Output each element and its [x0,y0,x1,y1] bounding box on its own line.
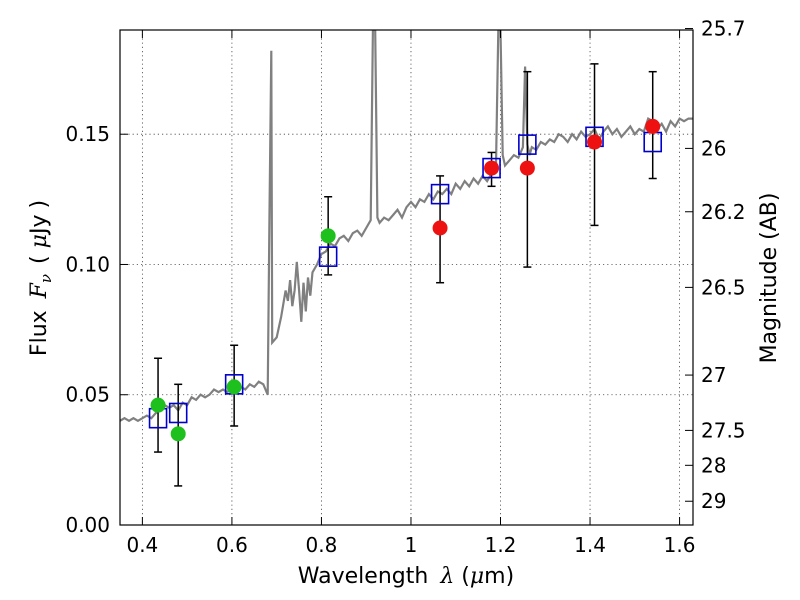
y-tick-label: 0.00 [65,513,110,537]
nir-photometry-point [432,220,448,236]
x-tick-label: 1.2 [485,533,517,557]
nir-photometry-point [645,118,661,134]
y2-axis-label: Magnitude (AB) [757,193,782,364]
x-tick-label: 0.4 [126,533,158,557]
x-axis-label: Wavelength λ (μm) [298,564,514,589]
sed-model-line [120,30,693,423]
model-photometry-square [482,157,501,179]
y-tick-label: 0.15 [65,122,110,146]
x-tick-label: 1.4 [574,533,606,557]
observed-photometry-layer [150,118,661,442]
mag-tick-label: 25.7 [701,17,746,41]
model-photometry-square [430,183,450,205]
nir-photometry-point [484,160,500,176]
mag-tick-label: 26.5 [701,275,746,299]
model-photometry-layer [148,126,663,429]
x-tick-label: 1.6 [664,533,696,557]
optical-photometry-point [170,426,186,442]
plot-frame [119,29,694,526]
y-tick-label: 0.10 [65,252,110,276]
sed-model-layer [120,30,693,423]
error-bars-layer [154,63,657,487]
model-photometry-square [168,402,188,424]
model-photometry-square [318,246,338,267]
mag-tick-label: 29 [701,489,726,513]
x-tick-label: 0.6 [216,533,248,557]
nir-photometry-point [519,160,535,176]
optical-photometry-point [320,228,336,244]
mag-tick-label: 26 [701,136,726,160]
optical-photometry-point [226,379,242,395]
mag-tick-label: 27.5 [701,418,746,442]
mag-tick-label: 28 [701,453,726,477]
x-tick-label: 1 [405,533,418,557]
y-tick-label: 0.05 [65,383,110,407]
model-photometry-square [518,134,537,155]
y-axis-label: FluxFν(μJy) [27,200,55,356]
mag-tick-label: 27 [701,363,726,387]
optical-photometry-point [150,397,166,413]
nir-photometry-point [587,134,603,150]
grid-lines [120,30,693,525]
axis-ticks: 0.4 0.6 0.8 1 1.2 1.4 1.6 0.00 0.05 0.10 0.15 25.7 2… [65,17,745,557]
x-tick-label: 0.8 [306,533,338,557]
mag-tick-label: 26.2 [701,200,746,224]
